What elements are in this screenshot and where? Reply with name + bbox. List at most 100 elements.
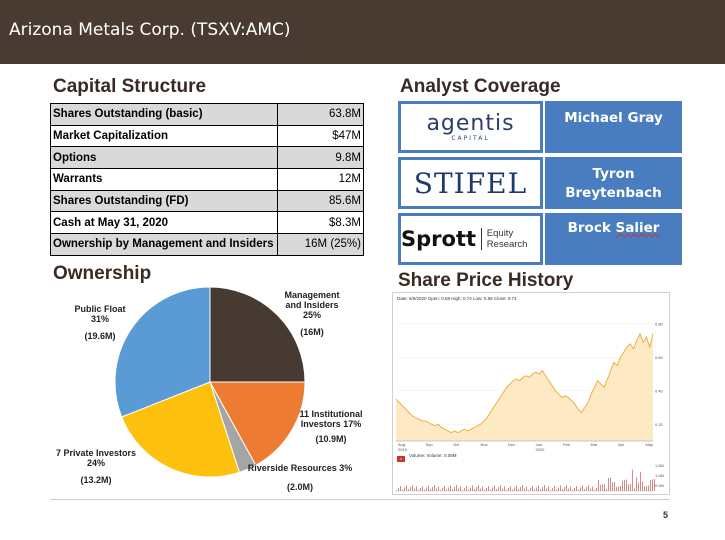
- volume-bar: [636, 477, 637, 491]
- volume-bar: [612, 482, 613, 491]
- volume-bar: [536, 487, 537, 491]
- volume-bar: [586, 487, 587, 491]
- ownership-pie-chart: [114, 286, 306, 478]
- volume-bar: [506, 490, 507, 491]
- capital-row-value: 16M (25%): [277, 233, 364, 256]
- pie-slice-label-line: 7 Private Investors: [55, 448, 137, 458]
- sprott-logo: Sprott Equity Research: [401, 227, 540, 251]
- volume-bar: [552, 488, 553, 491]
- sprott-logo-divider: [481, 228, 482, 250]
- pie-slice-label-line: 25%: [302, 310, 321, 320]
- sprott-logo-sub: Equity Research: [486, 228, 528, 250]
- volume-bar: [560, 485, 561, 491]
- volume-bar: [508, 488, 509, 491]
- analyst-last-name: Breytenbach: [565, 185, 662, 201]
- volume-bar: [428, 485, 429, 491]
- volume-bar: [642, 481, 643, 491]
- volume-bar: [408, 489, 409, 491]
- volume-bar: [454, 487, 455, 491]
- volume-bar: [556, 489, 557, 491]
- volume-bar: [606, 489, 607, 491]
- pie-slice-label-line: 11 Institutional: [299, 409, 363, 419]
- volume-bar: [458, 488, 459, 491]
- analyst-name-breytenbach: Tyron Breytenbach: [545, 157, 682, 209]
- capital-row-value: 9.8M: [277, 146, 364, 170]
- pie-slice-label-line: Investors 17%: [300, 419, 362, 429]
- capital-row-value: 63.8M: [277, 103, 364, 126]
- price-year-label: 2020: [536, 447, 546, 452]
- volume-bar: [456, 485, 457, 491]
- volume-bar: [600, 485, 601, 491]
- volume-bar: [594, 490, 595, 491]
- volume-bar: [628, 484, 629, 491]
- page-number: 5: [663, 510, 669, 520]
- pie-slice-amount: (10.9M): [315, 434, 347, 444]
- analyst-name-salier: Brock Salier: [545, 213, 682, 265]
- footer-divider: [50, 499, 670, 500]
- capital-row: Options 9.8M: [50, 146, 364, 170]
- volume-bar: [462, 490, 463, 491]
- volume-bar: [414, 488, 415, 491]
- volume-bar: [524, 488, 525, 491]
- analyst-coverage-heading: Analyst Coverage: [400, 76, 561, 97]
- volume-bar: [646, 486, 647, 491]
- volume-bar: [588, 485, 589, 491]
- volume-bar: [648, 485, 649, 491]
- volume-bar: [652, 479, 653, 491]
- volume-bar: [490, 489, 491, 491]
- volume-bar: [540, 489, 541, 491]
- volume-bar: [412, 485, 413, 491]
- share-price-heading: Share Price History: [398, 270, 574, 291]
- volume-bar: [638, 482, 639, 491]
- volume-bar: [500, 485, 501, 491]
- volume-bar: [520, 487, 521, 491]
- volume-bar: [528, 490, 529, 491]
- capital-row-value: 85.6M: [277, 189, 364, 213]
- price-y-tick: 0.60: [655, 355, 664, 360]
- volume-bar: [584, 489, 585, 491]
- volume-bar: [610, 477, 611, 491]
- volume-bar: [558, 487, 559, 491]
- volume-bar: [464, 488, 465, 491]
- pie-slice-label: Public Float 31%: [58, 304, 142, 324]
- volume-bar: [564, 487, 565, 491]
- volume-bar: [406, 485, 407, 491]
- agentis-logo-sub: CAPITAL: [451, 134, 490, 142]
- volume-close-icon[interactable]: ×: [397, 456, 405, 462]
- volume-bar: [478, 485, 479, 491]
- price-x-tick: May: [646, 442, 654, 447]
- pie-slice-label-line: Public Float: [74, 304, 126, 314]
- price-y-tick: 0.40: [655, 388, 664, 393]
- analyst-last-name: Salier: [615, 220, 660, 236]
- volume-bar: [614, 482, 615, 491]
- capital-row-value: $47M: [277, 124, 364, 148]
- chart-header-text: Date: 6/5/2020 Open: 0.68 High: 0.74 Low…: [397, 296, 517, 301]
- page-title: Arizona Metals Corp. (TSXV:AMC): [9, 20, 291, 40]
- volume-bar: [418, 490, 419, 491]
- volume-bar: [484, 490, 485, 491]
- volume-bar: [488, 486, 489, 491]
- volume-bar: [590, 488, 591, 491]
- volume-bar: [554, 486, 555, 491]
- volume-bar: [592, 486, 593, 491]
- volume-bar: [486, 488, 487, 491]
- volume-bar: [566, 485, 567, 491]
- pie-slice-amount: (19.6M): [84, 331, 116, 341]
- capital-row: Ownership by Management and Insiders 16M …: [50, 233, 364, 256]
- price-area: [396, 333, 653, 441]
- pie-slice-amount: (16M): [300, 327, 324, 337]
- analyst-first-name: Tyron: [592, 166, 635, 182]
- capital-row-label: Shares Outstanding (FD): [50, 189, 278, 213]
- volume-bar: [532, 486, 533, 491]
- capital-row-label: Shares Outstanding (basic): [50, 103, 278, 126]
- capital-row-value: 12M: [277, 168, 364, 191]
- price-x-tick: Jan: [536, 442, 542, 447]
- pie-slice-label-line: 24%: [86, 458, 105, 468]
- volume-bar: [634, 488, 635, 491]
- volume-bar: [476, 487, 477, 491]
- volume-bar: [562, 489, 563, 491]
- pie-slice: [114, 286, 211, 418]
- pie-slice-label-line: 31%: [90, 314, 109, 324]
- volume-bar: [526, 486, 527, 491]
- volume-bar: [630, 484, 631, 491]
